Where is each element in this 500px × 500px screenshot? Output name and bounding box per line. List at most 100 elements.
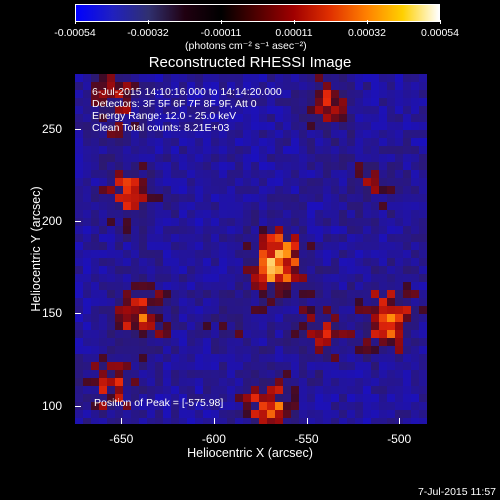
heatmap-cell [291, 282, 300, 291]
heatmap-cell [379, 394, 388, 403]
heatmap-cell [211, 226, 220, 235]
heatmap-cell [155, 410, 164, 419]
heatmap-cell [243, 362, 252, 371]
heatmap-cell [315, 410, 324, 419]
heatmap-cell [251, 234, 260, 243]
heatmap-cell [139, 402, 148, 411]
heatmap-cell [179, 226, 188, 235]
heatmap-cell [115, 130, 124, 139]
heatmap-cell [107, 218, 116, 227]
heatmap-cell [243, 346, 252, 355]
heatmap-cell [291, 106, 300, 115]
heatmap-cell [355, 354, 364, 363]
heatmap-cell [387, 338, 396, 347]
heatmap-cell [243, 202, 252, 211]
heatmap-cell [283, 90, 292, 99]
heatmap-cell [387, 330, 396, 339]
heatmap-cell [203, 370, 212, 379]
heatmap-cell [131, 210, 140, 219]
heatmap-cell [283, 322, 292, 331]
heatmap-cell [123, 122, 132, 131]
heatmap-cell [83, 122, 92, 131]
heatmap-cell [219, 106, 228, 115]
heatmap-cell [211, 306, 220, 315]
heatmap-cell [283, 402, 292, 411]
heatmap-cell [195, 306, 204, 315]
heatmap-cell [155, 274, 164, 283]
heatmap-cell [371, 114, 380, 123]
heatmap-cell [355, 402, 364, 411]
heatmap-cell [283, 394, 292, 403]
heatmap-cell [147, 274, 156, 283]
heatmap-cell [219, 146, 228, 155]
heatmap-cell [147, 370, 156, 379]
heatmap-cell [227, 90, 236, 99]
heatmap-cell [283, 258, 292, 267]
heatmap-cell [307, 370, 316, 379]
heatmap-cell [331, 290, 340, 299]
heatmap-cell [203, 210, 212, 219]
heatmap-cell [355, 394, 364, 403]
heatmap-cell [99, 306, 108, 315]
heatmap-cell [115, 386, 124, 395]
heatmap-cell [331, 418, 340, 424]
heatmap-cell [203, 394, 212, 403]
heatmap-cell [171, 178, 180, 187]
heatmap-cell [195, 178, 204, 187]
heatmap-cell [355, 74, 364, 83]
heatmap-cell [347, 394, 356, 403]
heatmap-cell [403, 138, 412, 147]
heatmap-cell [267, 402, 276, 411]
heatmap-cell [403, 394, 412, 403]
heatmap-cell [387, 370, 396, 379]
heatmap-cell [99, 322, 108, 331]
heatmap-cell [275, 74, 284, 83]
heatmap-cell [267, 242, 276, 251]
heatmap-cell [403, 130, 412, 139]
heatmap-cell [363, 226, 372, 235]
heatmap-cell [283, 154, 292, 163]
heatmap-cell [107, 122, 116, 131]
heatmap-cell [291, 122, 300, 131]
heatmap-cell [323, 362, 332, 371]
heatmap-cell [171, 346, 180, 355]
heatmap-cell [307, 354, 316, 363]
heatmap-cell [147, 218, 156, 227]
heatmap-cell [355, 258, 364, 267]
heatmap-cell [307, 178, 316, 187]
heatmap-cell [371, 74, 380, 83]
heatmap-cell [371, 410, 380, 419]
heatmap-cell [123, 210, 132, 219]
heatmap-cell [251, 378, 260, 387]
heatmap-cell [395, 138, 404, 147]
heatmap-cell [123, 378, 132, 387]
heatmap-cell [379, 130, 388, 139]
heatmap-cell [379, 122, 388, 131]
heatmap-cell [347, 146, 356, 155]
heatmap-cell [203, 186, 212, 195]
heatmap-cell [155, 162, 164, 171]
heatmap-cell [179, 194, 188, 203]
heatmap-cell [195, 314, 204, 323]
heatmap-cell [419, 282, 427, 291]
heatmap-cell [91, 114, 100, 123]
heatmap-cell [363, 114, 372, 123]
heatmap-cell [171, 234, 180, 243]
heatmap-cell [379, 330, 388, 339]
heatmap-cell [331, 170, 340, 179]
heatmap-cell [155, 314, 164, 323]
colorbar-tick-label: -0.00032 [127, 27, 169, 39]
heatmap-cell [171, 138, 180, 147]
heatmap-cell [267, 154, 276, 163]
heatmap-cell [147, 226, 156, 235]
heatmap-cell [251, 394, 260, 403]
heatmap-cell [179, 362, 188, 371]
heatmap-cell [403, 266, 412, 275]
heatmap-cell [403, 234, 412, 243]
heatmap-cell [403, 354, 412, 363]
heatmap-cell [283, 386, 292, 395]
heatmap-cell [235, 266, 244, 275]
heatmap-cell [163, 330, 172, 339]
heatmap-cell [251, 194, 260, 203]
heatmap-cell [179, 354, 188, 363]
